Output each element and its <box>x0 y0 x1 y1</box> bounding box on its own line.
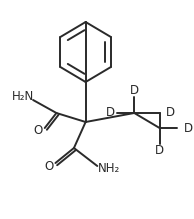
Text: D: D <box>166 106 176 120</box>
Text: O: O <box>44 159 53 173</box>
Text: D: D <box>155 143 164 157</box>
Text: NH₂: NH₂ <box>98 162 120 175</box>
Text: O: O <box>33 124 42 136</box>
Text: H₂N: H₂N <box>12 90 35 104</box>
Text: D: D <box>130 85 139 97</box>
Text: D: D <box>184 122 193 134</box>
Text: D: D <box>105 106 114 120</box>
